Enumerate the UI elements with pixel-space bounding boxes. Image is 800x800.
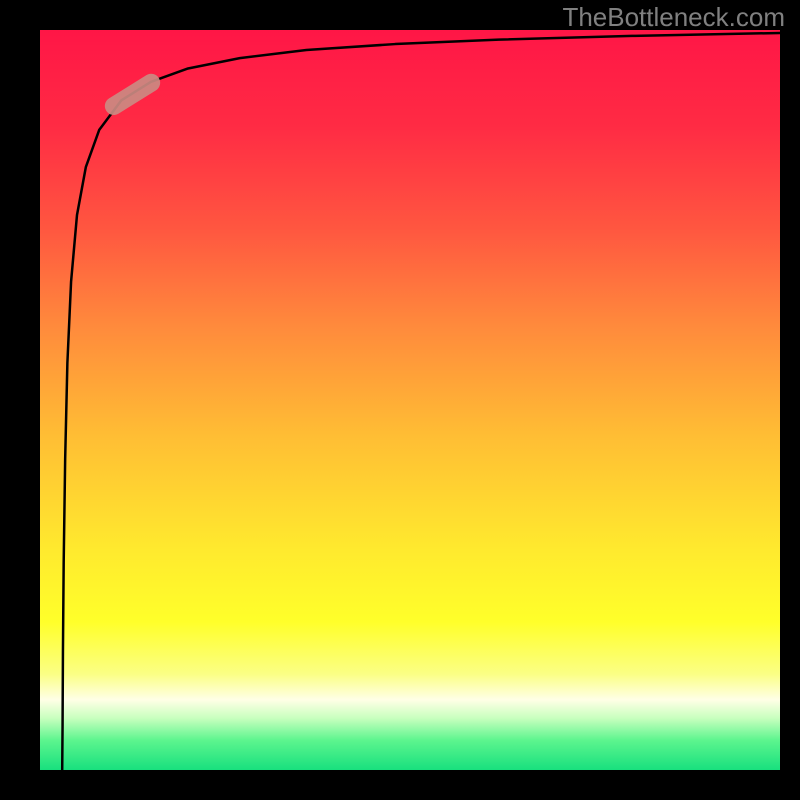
- bottleneck-curve-chart: [40, 30, 780, 770]
- chart-frame: TheBottleneck.com: [0, 0, 800, 800]
- gradient-background: [40, 30, 780, 770]
- watermark-text: TheBottleneck.com: [562, 2, 785, 33]
